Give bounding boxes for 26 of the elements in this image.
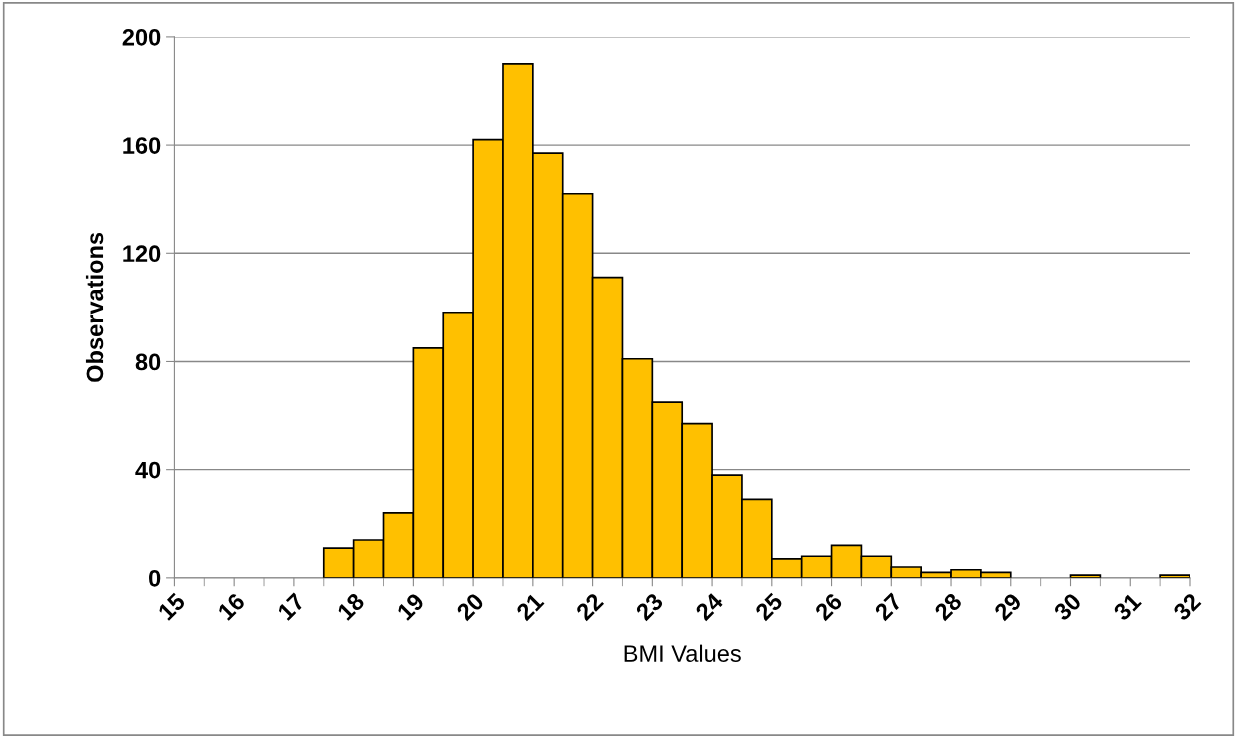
- x-tick-label: 15: [157, 592, 187, 621]
- x-tick-label: 24: [694, 591, 725, 622]
- x-axis-title: BMI Values: [624, 644, 741, 662]
- x-tick-label: 27: [873, 592, 903, 622]
- x-tick-label: 22: [575, 592, 605, 622]
- x-tick-label: 19: [396, 592, 426, 621]
- x-tick-label: 18: [336, 592, 366, 621]
- y-tick-label: 0: [149, 569, 161, 587]
- x-tick-label: 25: [754, 591, 784, 622]
- y-tick-label: 200: [122, 28, 161, 46]
- y-tick-label: 120: [123, 245, 161, 263]
- x-tick-label: 29: [993, 592, 1023, 622]
- x-tick-label: 31: [1112, 591, 1143, 622]
- x-tick-label: 17: [276, 592, 306, 621]
- x-tick-label: 21: [515, 591, 545, 622]
- y-tick-label: 80: [135, 353, 161, 371]
- y-tick-label: 160: [123, 137, 161, 154]
- y-tick-label: 40: [135, 461, 161, 479]
- x-tick-label: 28: [933, 592, 963, 622]
- x-tick-label: 30: [1052, 592, 1083, 622]
- x-tick-label: 32: [1172, 592, 1202, 622]
- x-tick-label: 20: [455, 592, 485, 622]
- y-axis-title: Observations: [85, 232, 104, 382]
- x-tick-label: 23: [634, 592, 665, 622]
- x-tick-label: 26: [814, 592, 844, 622]
- x-tick-label: 16: [217, 592, 246, 621]
